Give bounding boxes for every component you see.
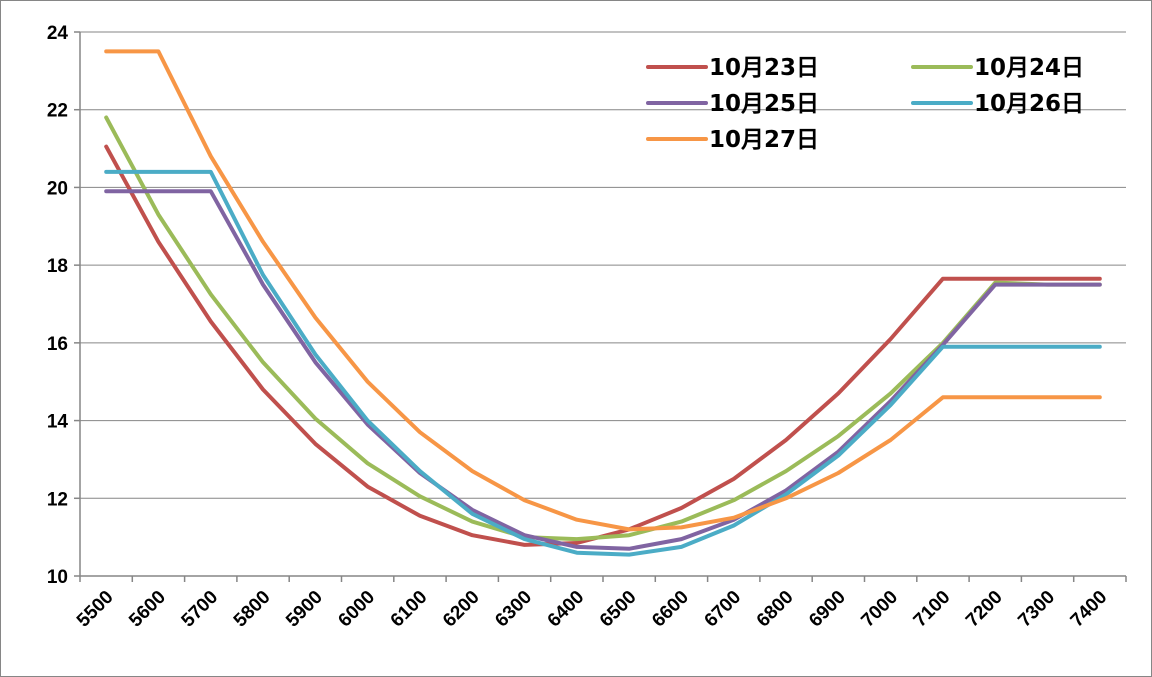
legend-label: 10月26日 bbox=[974, 91, 1084, 117]
y-tick-label: 22 bbox=[47, 101, 68, 122]
x-tick-label: 6500 bbox=[596, 587, 641, 632]
y-tick-label: 20 bbox=[47, 178, 68, 199]
axes bbox=[79, 32, 1126, 577]
x-tick-label: 5700 bbox=[178, 587, 223, 632]
y-tick-label: 14 bbox=[47, 412, 69, 433]
x-tick-label: 6800 bbox=[753, 587, 798, 632]
x-tick-label: 7400 bbox=[1067, 587, 1112, 632]
y-tick-label: 16 bbox=[47, 334, 68, 355]
x-tick-label: 5500 bbox=[73, 587, 118, 632]
series-line-5 bbox=[104, 49, 1102, 532]
y-axis-ticks: 10 12 14 16 18 20 22 24 bbox=[47, 23, 80, 588]
series-line-2 bbox=[104, 115, 1102, 542]
x-tick-label: 6100 bbox=[387, 587, 432, 632]
y-tick-label: 24 bbox=[47, 23, 69, 44]
x-tick-label: 5600 bbox=[125, 587, 170, 632]
legend: 10月23日 10月24日 10月25日 10月26日 10月27日 bbox=[646, 55, 1084, 153]
x-tick-label: 6600 bbox=[648, 587, 693, 632]
legend-item-5: 10月27日 bbox=[646, 127, 819, 153]
series-line-4 bbox=[104, 169, 1102, 557]
x-tick-label: 7000 bbox=[857, 587, 902, 632]
x-tick-label: 6000 bbox=[334, 587, 379, 632]
x-axis-ticks: 5500 5600 5700 5800 5900 6000 6100 6200 6300 6400… bbox=[73, 576, 1127, 632]
x-tick-label: 6300 bbox=[491, 587, 536, 632]
x-tick-label: 6900 bbox=[805, 587, 850, 632]
y-tick-label: 18 bbox=[47, 256, 68, 277]
x-tick-label: 6700 bbox=[701, 587, 746, 632]
x-tick-label: 6400 bbox=[544, 587, 589, 632]
series-line-3 bbox=[104, 189, 1102, 551]
x-tick-label: 7200 bbox=[962, 587, 1007, 632]
x-tick-label: 5800 bbox=[230, 587, 275, 632]
legend-item-1: 10月23日 bbox=[646, 55, 819, 81]
series-lines bbox=[104, 49, 1102, 557]
legend-item-3: 10月25日 bbox=[646, 91, 819, 117]
y-tick-label: 12 bbox=[47, 489, 68, 510]
legend-label: 10月27日 bbox=[709, 127, 819, 153]
x-tick-label: 6200 bbox=[439, 587, 484, 632]
x-tick-label: 7100 bbox=[910, 587, 955, 632]
legend-label: 10月25日 bbox=[709, 91, 819, 117]
legend-label: 10月23日 bbox=[709, 55, 819, 81]
x-tick-label: 5900 bbox=[282, 587, 327, 632]
legend-label: 10月24日 bbox=[974, 55, 1084, 81]
grid-lines bbox=[80, 31, 1126, 499]
legend-item-4: 10月26日 bbox=[911, 91, 1084, 117]
y-tick-label: 10 bbox=[47, 567, 68, 588]
x-tick-label: 7300 bbox=[1014, 587, 1059, 632]
legend-item-2: 10月24日 bbox=[911, 55, 1084, 81]
